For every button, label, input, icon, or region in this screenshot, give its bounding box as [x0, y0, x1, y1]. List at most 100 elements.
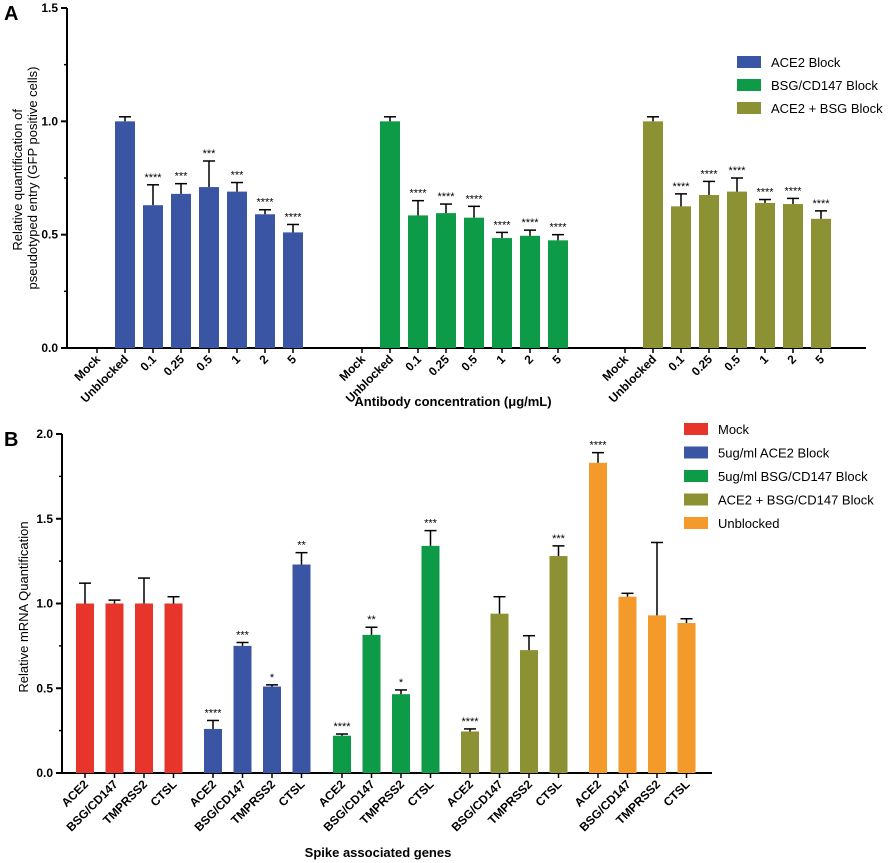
- panel-a-bar: [699, 195, 719, 348]
- panel-a-bars: **** ********************* **** ******** ***…: [115, 116, 831, 348]
- panel-a-significance-label: ****: [812, 198, 830, 210]
- panel-a-category-label: 1: [228, 352, 243, 367]
- panel-a-significance-label: ****: [144, 172, 162, 184]
- panel-b-bar: [618, 596, 637, 773]
- panel-b-significance-label: ***: [552, 533, 566, 545]
- panel-b-bar: [520, 650, 538, 773]
- panel-a-significance-label: ***: [175, 171, 189, 183]
- panel-a-bar: [380, 121, 400, 348]
- panel-b-legend: Mock 5ug/ml ACE2 Block 5ug/ml BSG/CD147 Bl…: [684, 422, 874, 531]
- panel-b-bar: [362, 634, 381, 773]
- panel-b-legend-label: 5ug/ml BSG/CD147 Block: [718, 469, 868, 484]
- panel-a-category-label: 0.25: [426, 352, 453, 379]
- panel-a-bar: [408, 215, 428, 348]
- panel-a-significance-label: ****: [784, 185, 802, 197]
- panel-a-category-label: 1: [493, 352, 508, 367]
- panel-a-x-axis-label: Antibody concentration (μg/mL): [354, 394, 551, 409]
- panel-b-legend-label: ACE2 + BSG/CD147 Block: [718, 493, 874, 508]
- panel-a-bar: [783, 204, 803, 348]
- panel-a-letter: A: [4, 3, 18, 25]
- panel-a-category-label: 0.1: [402, 352, 424, 374]
- panel-a-legend-label: ACE2 Block: [771, 55, 841, 70]
- panel-a-category-label: 2: [784, 352, 799, 367]
- panel-b-legend-label: Unblocked: [718, 516, 779, 531]
- panel-a-significance-label: ****: [409, 188, 427, 200]
- panel-b-bar: [292, 564, 311, 773]
- panel-a-significance-label: ****: [756, 187, 774, 199]
- panel-b-significance-label: ***: [236, 629, 250, 641]
- panel-b-bar: [135, 603, 153, 773]
- panel-a-y-axis-label: Relative quantification of pseudotyped e…: [10, 66, 40, 289]
- panel-b-significance-label: **: [297, 540, 306, 552]
- panel-a-bar: [143, 205, 163, 348]
- panel-a-significance-label: ****: [493, 219, 511, 231]
- panel-b-significance-label: ****: [461, 716, 479, 728]
- panel-b-bar: [263, 686, 281, 773]
- panel-b-y-tick-label: 0.5: [36, 681, 53, 695]
- panel-b-bar: [333, 735, 351, 773]
- panel-b-bar: [204, 728, 222, 773]
- panel-a-legend-label: ACE2 + BSG Block: [771, 101, 883, 116]
- panel-a-significance-label: ****: [284, 211, 302, 223]
- panel-a-significance-label: ****: [256, 197, 274, 209]
- panel-a-y-tick-label: 1.0: [41, 114, 58, 128]
- panel-b-category-label: CTSL: [148, 777, 180, 809]
- panel-b-category-label: CTSL: [661, 777, 693, 809]
- panel-b-y-tick-label: 1.0: [36, 597, 53, 611]
- panel-a-bar: [199, 187, 219, 348]
- panel-a-significance-label: ****: [437, 191, 455, 203]
- panel-b-legend-swatch: [684, 493, 708, 506]
- panel-a-y-tick-label: 0.5: [41, 228, 58, 242]
- panel-b-legend-label: Mock: [718, 422, 750, 437]
- panel-a-bar: [520, 235, 540, 348]
- panel-a-bar: [464, 217, 484, 348]
- panel-a-significance-label: ****: [672, 181, 690, 193]
- panel-b-bar: [490, 613, 509, 773]
- panel-b-bar: [233, 645, 252, 773]
- panel-b-category-label: CTSL: [405, 777, 437, 809]
- panel-a-significance-label: ****: [465, 193, 483, 205]
- panel-a-category-label: 0.25: [161, 352, 188, 379]
- panel-b-significance-label: ***: [424, 518, 438, 530]
- panel-a-y-axis-label-line-1: Relative quantification of: [10, 109, 25, 251]
- panel-a-category-label: 5: [284, 352, 299, 367]
- panel-b-bar: [76, 603, 94, 773]
- panel-a-bar: [755, 202, 775, 348]
- panel-b-x-axis-label: Spike associated genes: [305, 845, 452, 860]
- panel-a-bar: [671, 206, 691, 348]
- panel-b-legend-swatch: [684, 470, 708, 482]
- panel-b-bar: [648, 615, 666, 773]
- panel-b-y-axis-label: Relative mRNA Quantification: [16, 521, 31, 692]
- panel-a-significance-label: ***: [203, 148, 217, 160]
- panel-b-significance-label: ****: [333, 721, 351, 733]
- panel-a-bar: [811, 218, 831, 348]
- panel-b-bar: [392, 694, 410, 773]
- panel-b: B Relative mRNA Quantification 0.0 0.5 1.0…: [4, 422, 874, 860]
- panel-a-category-label: 0.25: [689, 352, 716, 379]
- panel-a-category-label: 0.1: [137, 352, 159, 374]
- panel-a-category-label: 0.5: [458, 352, 480, 374]
- panel-b-y-tick-label: 0.0: [36, 766, 53, 780]
- panel-a-legend-swatch: [737, 56, 761, 68]
- panel-a-category-label: 2: [521, 352, 536, 367]
- panel-a-category-label: 5: [549, 352, 564, 367]
- panel-a-bar: [115, 121, 135, 348]
- panel-a-bar: [227, 191, 247, 348]
- panel-b-letter: B: [4, 429, 18, 451]
- panel-b-bar: [549, 556, 568, 773]
- panel-b-bar: [421, 545, 440, 773]
- panel-a-category-label: 0.5: [193, 352, 215, 374]
- panel-a-bar: [727, 191, 747, 348]
- panel-b-legend-swatch: [684, 446, 708, 459]
- panel-a-significance-label: ****: [549, 222, 567, 234]
- panel-b-significance-label: ****: [204, 707, 222, 719]
- panel-a-category-label: 0.5: [721, 352, 743, 374]
- panel-a-legend-label: BSG/CD147 Block: [771, 78, 878, 93]
- panel-a-significance-label: ***: [231, 170, 245, 182]
- panel-a-category-label: 1: [756, 352, 771, 367]
- panel-b-y-tick-label: 2.0: [36, 427, 53, 441]
- panel-a-category-label: 5: [812, 352, 827, 367]
- panel-b-bar: [589, 462, 607, 773]
- panel-b-y-tick-label: 1.5: [36, 512, 53, 526]
